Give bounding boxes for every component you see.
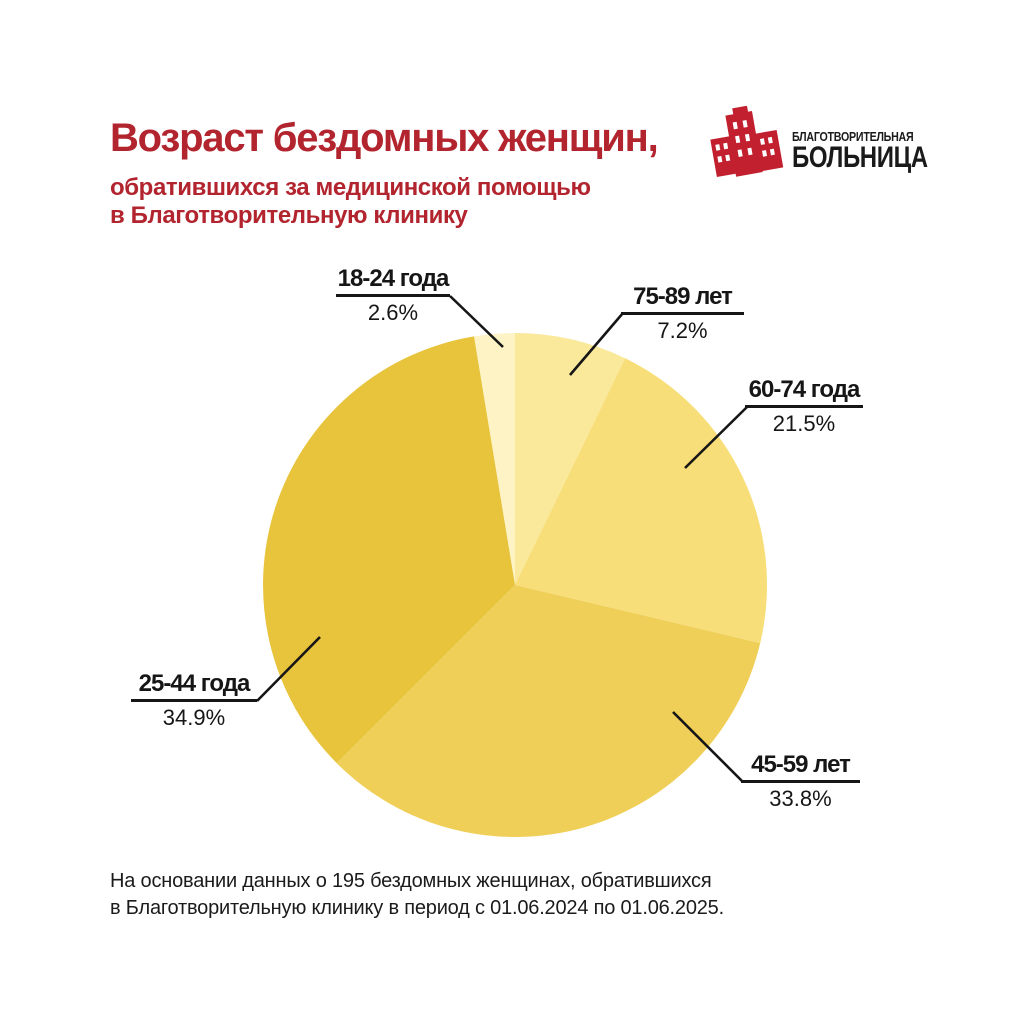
pie-slices-group bbox=[263, 332, 768, 838]
callout-45-59: 45-59 лет 33.8% bbox=[741, 751, 860, 812]
callout-75-89: 75-89 лет 7.2% bbox=[621, 283, 744, 344]
callout-25-44-pct: 34.9% bbox=[162, 705, 226, 730]
callout-45-59-range: 45-59 лет bbox=[741, 751, 860, 783]
callout-75-89-range: 75-89 лет bbox=[621, 283, 744, 315]
leader-line-60-74 bbox=[684, 406, 748, 469]
logo-text-line1: БЛАГОТВОРИТЕЛЬНАЯ bbox=[792, 129, 914, 144]
leader-line-25-44 bbox=[256, 636, 321, 702]
page-title: Возраст бездомных женщин, bbox=[110, 116, 659, 160]
footnote-line1: На основании данных о 195 бездомных женщ… bbox=[110, 870, 712, 892]
callout-18-24-pct: 2.6% bbox=[367, 300, 419, 325]
logo-text-line2: БОЛЬНИЦА bbox=[792, 141, 928, 174]
leader-line-18-24 bbox=[449, 295, 504, 348]
footnote-line2: в Благотворительную клинику в период с 0… bbox=[110, 897, 724, 919]
callout-60-74-range: 60-74 года bbox=[745, 376, 863, 408]
pie-slice-3 bbox=[515, 358, 768, 644]
pie-slice-2 bbox=[515, 332, 626, 585]
callout-45-59-pct: 33.8% bbox=[769, 786, 832, 811]
callout-25-44: 25-44 года 34.9% bbox=[131, 670, 257, 731]
callout-60-74: 60-74 года 21.5% bbox=[745, 376, 863, 437]
logo-text: БЛАГОТВОРИТЕЛЬНАЯ БОЛЬНИЦА bbox=[792, 128, 962, 174]
hospital-buildings-icon bbox=[710, 106, 784, 178]
page-subtitle-line1: обратившихся за медицинской помощью bbox=[110, 174, 591, 201]
callout-18-24: 18-24 года 2.6% bbox=[336, 265, 450, 326]
leader-line-75-89 bbox=[569, 312, 624, 376]
callout-60-74-pct: 21.5% bbox=[772, 411, 836, 436]
pie-slice-4 bbox=[336, 585, 761, 838]
data-source-footnote: На основании данных о 195 бездомных женщ… bbox=[110, 868, 724, 922]
callout-75-89-pct: 7.2% bbox=[657, 318, 708, 343]
page-subtitle-line2: в Благотворительную клинику bbox=[110, 202, 468, 229]
callout-25-44-range: 25-44 года bbox=[131, 670, 257, 702]
callout-18-24-range: 18-24 года bbox=[336, 265, 450, 297]
pie-slice-1 bbox=[474, 333, 515, 585]
charity-hospital-logo: БЛАГОТВОРИТЕЛЬНАЯ БОЛЬНИЦА bbox=[708, 106, 928, 186]
page-subtitle: обратившихся за медицинской помощью в Бл… bbox=[110, 174, 591, 230]
pie-slice-5 bbox=[263, 336, 515, 764]
leader-line-45-59 bbox=[672, 711, 744, 783]
